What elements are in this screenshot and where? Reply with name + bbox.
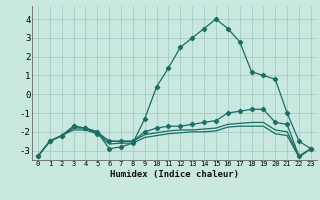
X-axis label: Humidex (Indice chaleur): Humidex (Indice chaleur) [110, 170, 239, 179]
